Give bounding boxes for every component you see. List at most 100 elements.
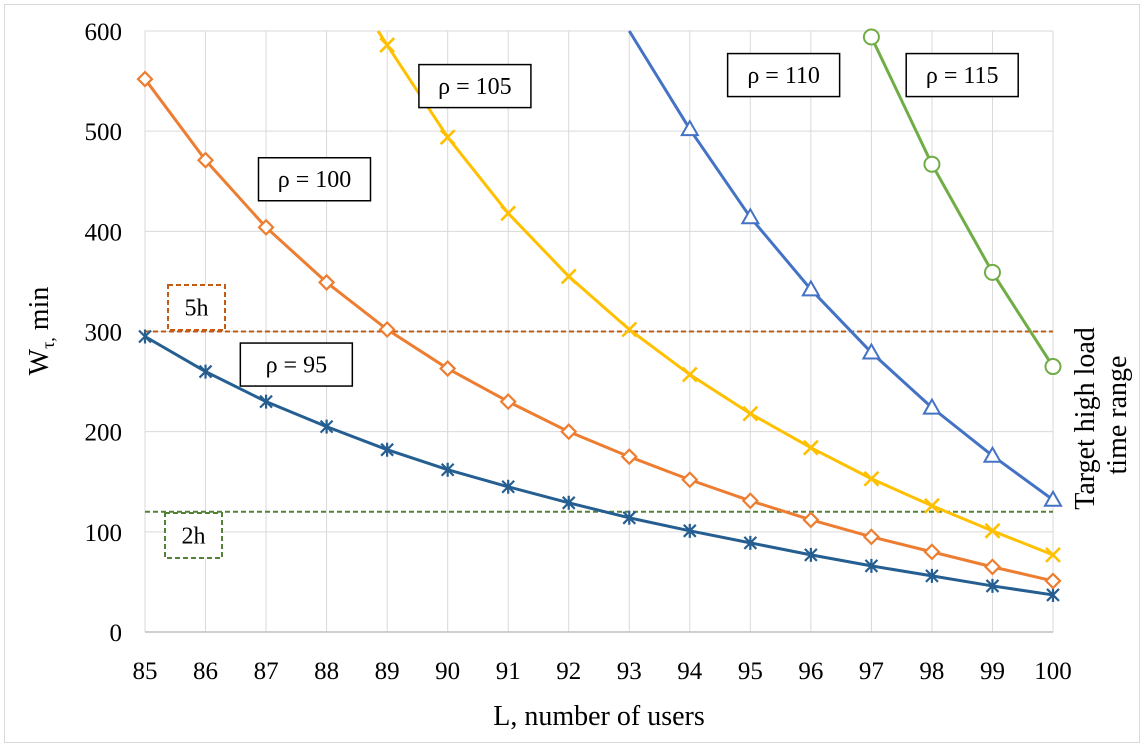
series-group bbox=[136, 28, 1063, 602]
series-label: ρ = 110 bbox=[747, 63, 820, 89]
triangle-marker bbox=[982, 445, 1003, 463]
y-axis-title-suffix: min bbox=[24, 287, 55, 338]
x-tick-label: 99 bbox=[980, 658, 1005, 685]
x-marker bbox=[500, 205, 517, 222]
reference-label: 5h bbox=[185, 296, 209, 322]
y-tick-label: 500 bbox=[85, 119, 123, 146]
diamond-marker bbox=[257, 218, 275, 236]
asterisk-marker bbox=[259, 394, 273, 409]
y-tick-label: 300 bbox=[85, 320, 123, 347]
diamond-marker bbox=[196, 151, 215, 169]
right-axis-title: Target high load time range bbox=[1070, 320, 1133, 510]
x-marker bbox=[863, 470, 880, 487]
x-marker bbox=[1045, 546, 1061, 563]
series-label: ρ = 95 bbox=[266, 353, 328, 379]
asterisk-marker bbox=[622, 510, 637, 525]
triangle-marker bbox=[1043, 489, 1063, 507]
x-marker bbox=[924, 497, 940, 514]
y-axis-title-main: W bbox=[24, 348, 55, 375]
right-axis-title-line2: time range bbox=[1102, 356, 1133, 475]
x-tick-label: 85 bbox=[133, 658, 158, 685]
circle-marker bbox=[1044, 358, 1062, 376]
asterisk-marker bbox=[1046, 587, 1060, 602]
x-marker bbox=[379, 37, 396, 53]
x-tick-label: 90 bbox=[435, 658, 460, 685]
diamond-marker bbox=[1044, 572, 1062, 590]
asterisk-marker bbox=[380, 442, 394, 457]
x-tick-label: 93 bbox=[617, 658, 642, 685]
reference-lines: 5h 2h bbox=[145, 284, 1053, 559]
circle-marker bbox=[983, 263, 1001, 281]
diamond-marker bbox=[862, 528, 880, 546]
right-axis-title-line1: Target high load bbox=[1070, 327, 1101, 510]
x-marker bbox=[984, 522, 1001, 539]
annotations: ρ = 95 ρ = 100 ρ = 105 ρ = 110 ρ = 115 bbox=[239, 52, 1019, 387]
x-tick-label: 89 bbox=[375, 658, 400, 685]
x-tick-label: 92 bbox=[556, 658, 581, 685]
x-tick-label: 87 bbox=[254, 658, 279, 685]
x-tick-label: 95 bbox=[738, 658, 763, 685]
series-4 bbox=[862, 28, 1062, 376]
x-tick-label: 96 bbox=[798, 658, 823, 685]
y-tick-label: 200 bbox=[85, 420, 123, 447]
x-tick-label: 98 bbox=[919, 658, 944, 685]
y-tick-label: 0 bbox=[110, 620, 123, 647]
reference-label-box bbox=[164, 512, 223, 559]
asterisk-marker bbox=[804, 547, 818, 562]
x-tick-label: 86 bbox=[193, 658, 218, 685]
diamond-marker bbox=[681, 471, 699, 489]
series-0 bbox=[138, 329, 1060, 602]
asterisk-marker bbox=[743, 535, 758, 550]
series-label: ρ = 115 bbox=[926, 63, 999, 89]
triangle-marker bbox=[801, 279, 821, 297]
series-1 bbox=[136, 70, 1062, 590]
series-line bbox=[143, 78, 1054, 583]
series-line bbox=[376, 30, 1054, 557]
x-axis-title: L, number of users bbox=[493, 701, 705, 732]
diamond-marker bbox=[318, 273, 336, 291]
diamond-marker bbox=[499, 393, 517, 411]
triangle-marker bbox=[740, 207, 761, 225]
diamond-marker bbox=[560, 423, 578, 441]
series-label: ρ = 105 bbox=[438, 74, 512, 100]
reference-label: 2h bbox=[182, 524, 206, 550]
diamond-marker bbox=[923, 543, 941, 561]
diamond-marker bbox=[620, 448, 638, 466]
diamond-marker bbox=[983, 558, 1002, 576]
series-line bbox=[144, 335, 1054, 597]
x-marker bbox=[621, 321, 638, 338]
series-label-box bbox=[905, 52, 1019, 98]
triangle-marker bbox=[861, 342, 882, 360]
series-label: ρ = 100 bbox=[278, 167, 352, 193]
y-tick-label: 600 bbox=[85, 19, 123, 46]
diamond-marker bbox=[378, 320, 396, 339]
x-marker bbox=[742, 405, 759, 422]
diamond-marker bbox=[802, 511, 820, 529]
asterisk-marker bbox=[198, 364, 213, 379]
x-marker bbox=[560, 268, 577, 285]
tick-labels: 85 86 87 88 89 90 91 92 93 94 95 96 97 98 99 100 0 100 200… bbox=[85, 19, 1072, 685]
y-tick-label: 400 bbox=[85, 219, 123, 246]
circle-marker bbox=[923, 155, 941, 173]
asterisk-marker bbox=[925, 568, 939, 583]
diamond-marker bbox=[741, 492, 759, 510]
diamond-marker bbox=[439, 360, 457, 378]
series-label-box bbox=[726, 52, 841, 98]
circle-marker bbox=[862, 28, 880, 46]
y-axis-title: Wτ, min bbox=[24, 287, 58, 376]
x-tick-label: 100 bbox=[1034, 658, 1072, 685]
x-marker bbox=[439, 129, 456, 146]
series-3 bbox=[627, 30, 1063, 507]
x-tick-label: 94 bbox=[677, 658, 703, 685]
y-axis-title-sub: τ, bbox=[38, 337, 58, 349]
asterisk-marker bbox=[501, 479, 515, 494]
asterisk-marker bbox=[985, 578, 1000, 593]
series-label-box bbox=[257, 156, 372, 202]
series-label-box bbox=[239, 342, 354, 387]
series-label-box bbox=[418, 63, 532, 109]
chart-frame bbox=[4, 4, 1140, 743]
x-tick-label: 88 bbox=[314, 658, 339, 685]
triangle-marker bbox=[922, 397, 942, 415]
x-tick-label: 97 bbox=[859, 658, 884, 685]
reference-label-box bbox=[167, 284, 226, 331]
